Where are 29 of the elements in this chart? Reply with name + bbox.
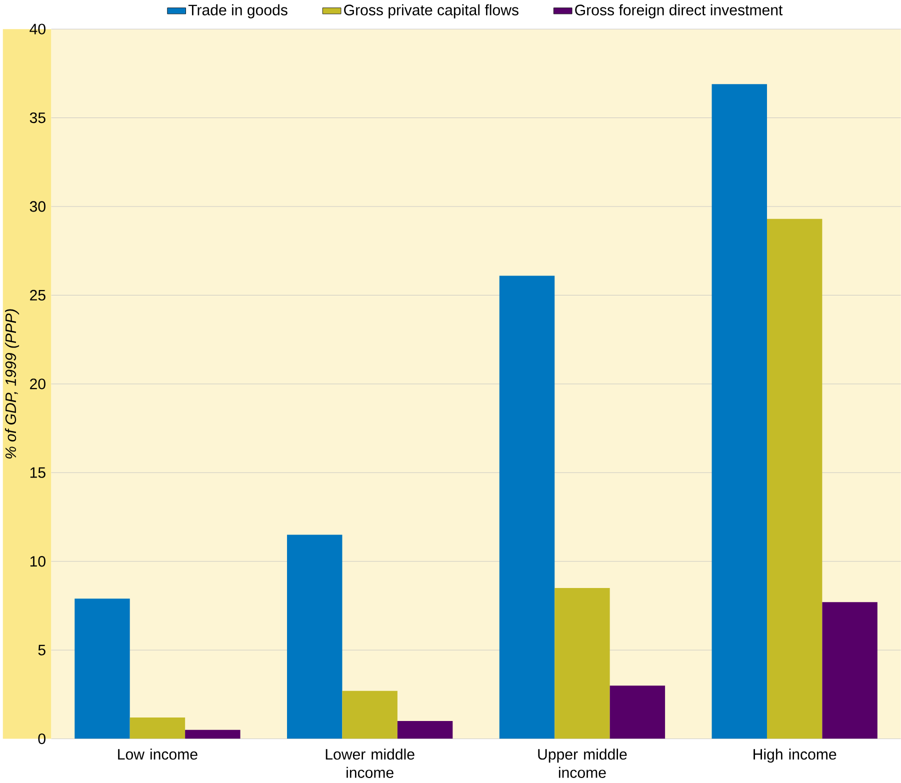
bar	[74, 598, 130, 739]
bar	[287, 534, 342, 739]
bar	[185, 730, 240, 739]
y-tick-label: 35	[30, 112, 46, 124]
bar	[822, 602, 878, 739]
x-tick-label: Upper middle income	[538, 748, 627, 778]
bar	[342, 690, 398, 739]
legend-label: Gross private capital flows	[344, 4, 518, 18]
y-tick-label: 10	[30, 556, 46, 567]
legend-label: Trade in goods	[188, 4, 288, 18]
y-tick-label: 5	[38, 644, 46, 656]
bar	[130, 718, 186, 739]
y-tick-label: 0	[38, 733, 46, 744]
x-tick-label: Lower middle income	[326, 748, 414, 778]
bar	[397, 721, 453, 739]
y-tick-label: 30	[30, 201, 46, 212]
bar	[766, 218, 822, 739]
x-tick-label: High income	[754, 748, 836, 763]
bar	[712, 84, 767, 739]
y-tick-label: 15	[30, 467, 46, 478]
x-tick-label: Low income	[118, 748, 198, 760]
y-tick-label: 20	[30, 378, 46, 390]
bar	[499, 276, 555, 739]
y-tick-label: 25	[30, 290, 46, 301]
y-axis-title: % of GDP, 1999 (PPP)	[5, 309, 20, 458]
y-tick-label: 40	[30, 24, 46, 34]
bar	[554, 588, 610, 739]
bar	[610, 686, 666, 739]
legend-label: Gross foreign direct investment	[575, 4, 783, 18]
